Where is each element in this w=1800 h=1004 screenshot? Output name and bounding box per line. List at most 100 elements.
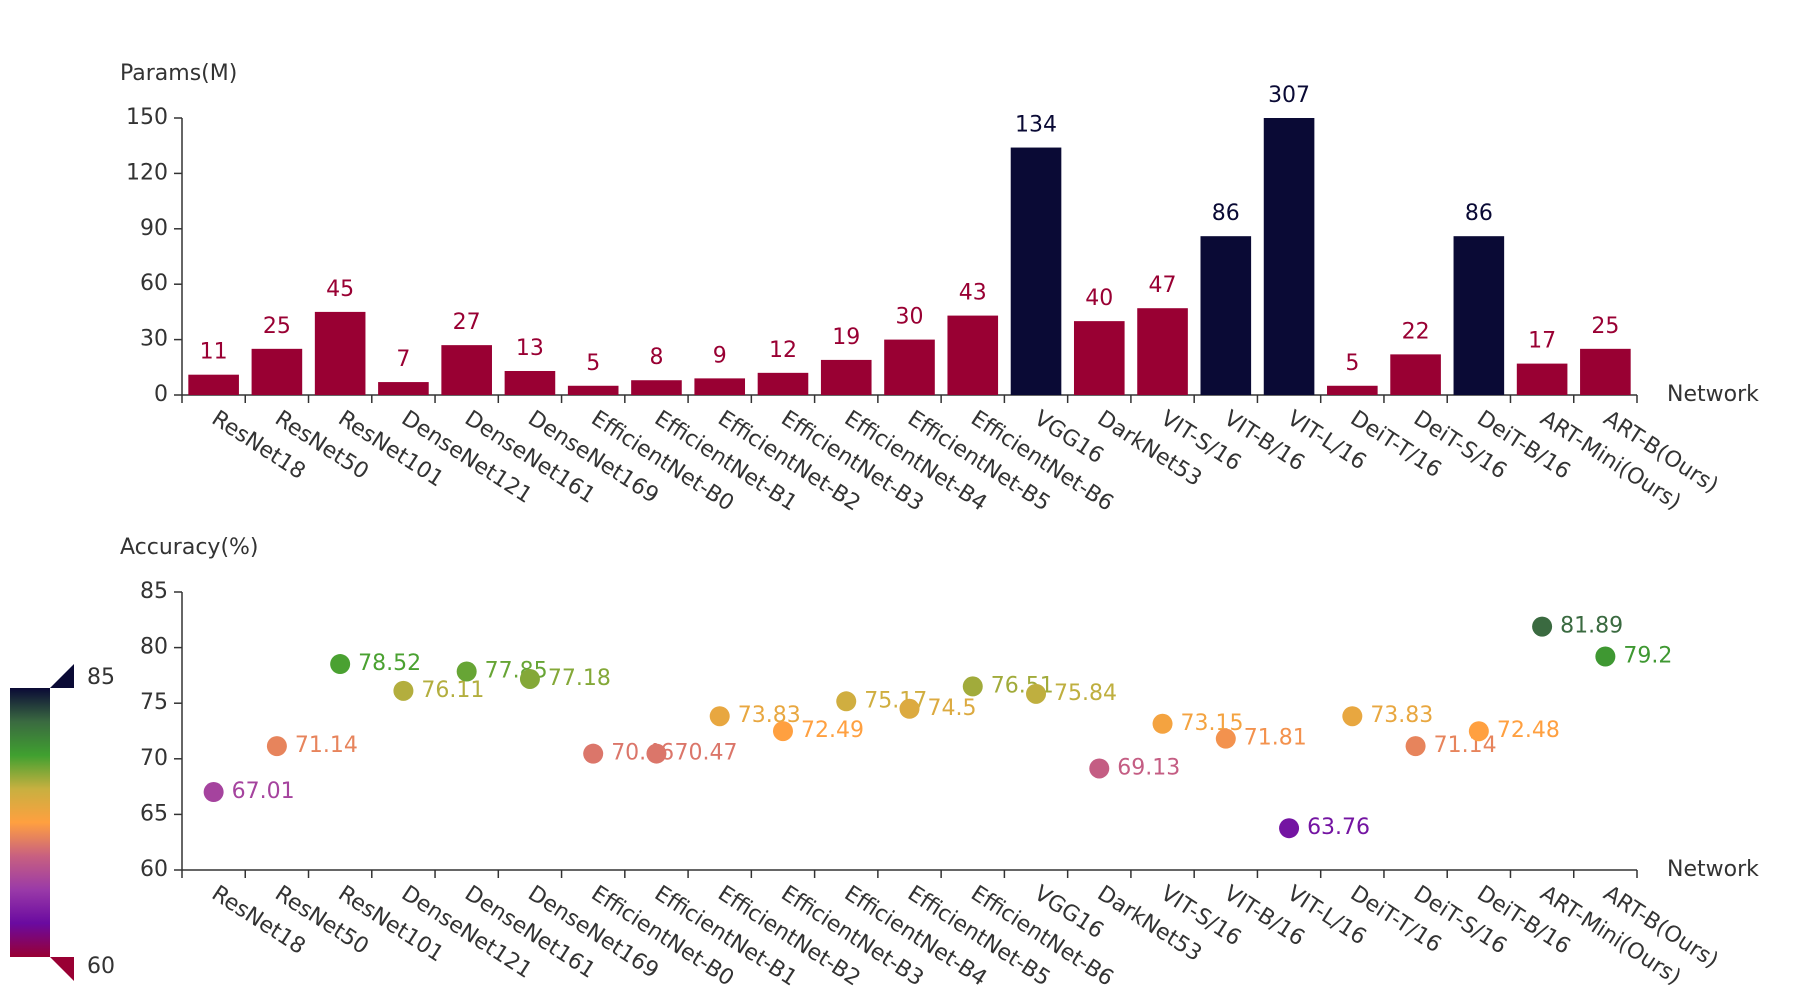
data-label: 307 (1268, 83, 1310, 108)
y-tick-label: 60 (140, 271, 168, 296)
bar (188, 374, 239, 395)
point (1215, 728, 1236, 749)
bar (884, 339, 935, 395)
y-tick-label: 60 (140, 857, 168, 882)
bar (567, 385, 619, 395)
bar (504, 370, 556, 395)
point (772, 721, 793, 742)
point (456, 661, 477, 682)
point (203, 782, 224, 803)
data-label: 77.18 (548, 666, 611, 691)
x-axis-title: Network (1667, 857, 1759, 882)
y-tick-label: 120 (126, 160, 168, 185)
visual-map-min-label: 60 (87, 954, 115, 979)
data-label: 43 (959, 281, 987, 306)
data-label: 86 (1465, 201, 1493, 226)
y-axis-title: Accuracy(%) (120, 535, 259, 560)
y-tick-label: 0 (154, 382, 168, 407)
bar (378, 382, 429, 395)
bar (251, 348, 303, 395)
bar (1516, 363, 1568, 395)
point (1595, 646, 1616, 667)
data-label: 17 (1528, 329, 1556, 354)
data-label: 67.01 (232, 779, 295, 804)
point (1342, 706, 1363, 727)
data-label: 73.83 (738, 703, 801, 728)
visual-map-max-label: 85 (87, 665, 115, 690)
data-label: 5 (586, 351, 600, 376)
visual-map-bar (10, 688, 50, 957)
point (709, 706, 730, 727)
data-label: 79.2 (1623, 643, 1672, 668)
data-label: 40 (1085, 286, 1113, 311)
y-tick-label: 150 (126, 105, 168, 130)
y-axis-title: Params(M) (120, 61, 237, 86)
bar (1073, 321, 1125, 395)
bar (631, 380, 682, 395)
data-label: 63.76 (1307, 815, 1370, 840)
data-label: 81.89 (1560, 614, 1623, 639)
data-label: 69.13 (1117, 755, 1180, 780)
bar (1453, 236, 1505, 395)
point (583, 743, 604, 764)
data-label: 13 (516, 336, 544, 361)
bar (314, 311, 366, 395)
data-label: 25 (1591, 314, 1619, 339)
y-tick-label: 80 (140, 635, 168, 660)
data-label: 71.81 (1244, 726, 1307, 751)
point (1089, 758, 1110, 779)
point (1532, 616, 1553, 637)
data-label: 71.14 (1434, 733, 1497, 758)
data-label: 70.47 (674, 741, 737, 766)
data-label: 73.83 (1370, 703, 1433, 728)
data-label: 8 (649, 345, 663, 370)
bar (1327, 385, 1378, 395)
data-label: 78.52 (358, 651, 421, 676)
point (1026, 683, 1047, 704)
bar (757, 372, 809, 395)
data-label: 25 (263, 314, 291, 339)
data-label: 73.15 (1181, 711, 1244, 736)
bar (1137, 308, 1188, 395)
data-label: 7 (396, 347, 410, 372)
point (330, 654, 351, 675)
data-label: 27 (453, 310, 481, 335)
point (836, 691, 857, 712)
y-tick-label: 90 (140, 216, 168, 241)
x-axis-title: Network (1667, 382, 1759, 407)
data-label: 5 (1345, 351, 1359, 376)
point (1279, 818, 1300, 839)
y-tick-label: 65 (140, 801, 168, 826)
y-tick-label: 75 (140, 690, 168, 715)
data-label: 11 (200, 340, 228, 365)
data-label: 76.11 (421, 678, 484, 703)
data-label: 12 (769, 338, 797, 363)
bar (1200, 236, 1252, 395)
data-label: 45 (326, 277, 354, 302)
point (1152, 713, 1173, 734)
bar (820, 359, 872, 395)
bar (1580, 348, 1631, 395)
data-label: 22 (1402, 319, 1430, 344)
bar (1390, 354, 1441, 395)
point (1468, 721, 1489, 742)
bar (441, 345, 492, 395)
data-label: 9 (713, 343, 727, 368)
bar (1263, 118, 1315, 395)
point (519, 668, 540, 689)
bar (947, 315, 999, 395)
bar (694, 378, 746, 395)
data-label: 134 (1015, 113, 1057, 138)
data-label: 72.49 (801, 718, 864, 743)
data-label: 86 (1212, 201, 1240, 226)
y-tick-label: 30 (140, 327, 168, 352)
data-label: 30 (896, 305, 924, 330)
y-tick-label: 70 (140, 746, 168, 771)
y-tick-label: 85 (140, 579, 168, 604)
data-label: 74.5 (928, 696, 977, 721)
visual-map-handle-bottom (50, 957, 74, 981)
data-label: 71.14 (295, 733, 358, 758)
data-label: 75.84 (1054, 681, 1117, 706)
bar (1010, 147, 1062, 395)
